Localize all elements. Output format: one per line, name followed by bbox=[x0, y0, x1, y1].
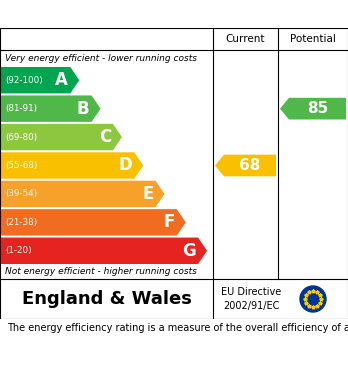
Text: (39-54): (39-54) bbox=[5, 189, 37, 198]
Text: EU Directive
2002/91/EC: EU Directive 2002/91/EC bbox=[221, 287, 281, 310]
Text: C: C bbox=[98, 128, 111, 146]
Text: The energy efficiency rating is a measure of the overall efficiency of a home. T: The energy efficiency rating is a measur… bbox=[7, 323, 348, 333]
Text: Not energy efficient - higher running costs: Not energy efficient - higher running co… bbox=[5, 267, 197, 276]
Polygon shape bbox=[0, 152, 143, 179]
Text: (92-100): (92-100) bbox=[5, 76, 43, 85]
Text: (55-68): (55-68) bbox=[5, 161, 37, 170]
Text: Potential: Potential bbox=[290, 34, 336, 44]
Text: (1-20): (1-20) bbox=[5, 246, 32, 255]
Text: (21-38): (21-38) bbox=[5, 218, 37, 227]
Polygon shape bbox=[0, 181, 165, 207]
Text: G: G bbox=[182, 242, 196, 260]
Text: E: E bbox=[142, 185, 153, 203]
Text: 68: 68 bbox=[239, 158, 261, 173]
Text: England & Wales: England & Wales bbox=[22, 290, 191, 308]
Text: (69-80): (69-80) bbox=[5, 133, 37, 142]
Polygon shape bbox=[0, 95, 101, 122]
Text: 85: 85 bbox=[307, 101, 328, 116]
Text: F: F bbox=[164, 213, 175, 231]
Polygon shape bbox=[0, 238, 207, 264]
Polygon shape bbox=[215, 155, 276, 176]
Text: Energy Efficiency Rating: Energy Efficiency Rating bbox=[69, 7, 279, 22]
Text: Very energy efficient - lower running costs: Very energy efficient - lower running co… bbox=[5, 54, 197, 63]
Polygon shape bbox=[280, 98, 346, 120]
Text: D: D bbox=[118, 156, 132, 174]
Polygon shape bbox=[0, 209, 186, 235]
Circle shape bbox=[300, 286, 326, 312]
Text: (81-91): (81-91) bbox=[5, 104, 37, 113]
Polygon shape bbox=[0, 67, 79, 93]
Text: A: A bbox=[55, 71, 68, 89]
Text: B: B bbox=[77, 100, 89, 118]
Text: Current: Current bbox=[226, 34, 265, 44]
Polygon shape bbox=[0, 124, 122, 150]
